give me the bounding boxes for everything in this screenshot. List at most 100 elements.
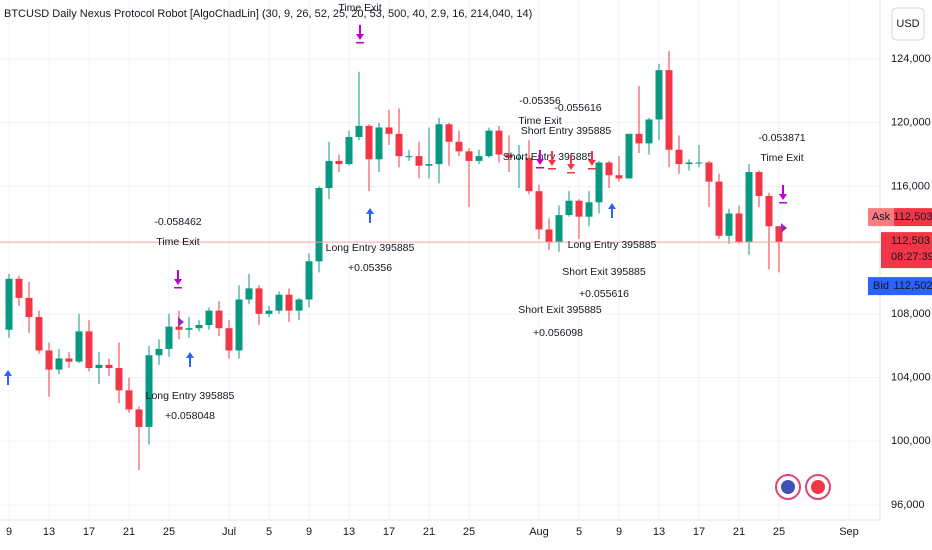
candle-body bbox=[735, 213, 743, 243]
x-tick-label: 17 bbox=[693, 526, 705, 538]
candle-body bbox=[595, 162, 603, 203]
candle-body bbox=[305, 261, 313, 300]
candle-body bbox=[245, 288, 253, 300]
currency-button[interactable] bbox=[891, 7, 925, 41]
candle-body bbox=[705, 162, 713, 182]
candle-body bbox=[375, 127, 383, 160]
candle-body bbox=[175, 326, 183, 330]
annotation: Short Entry 395885 bbox=[521, 125, 612, 137]
annotation: Time Exit bbox=[338, 2, 381, 14]
candle-body bbox=[505, 154, 513, 158]
candle-body bbox=[115, 368, 123, 391]
chart-title: BTCUSD Daily Nexus Protocol Robot [AlgoC… bbox=[4, 8, 532, 20]
candle-body bbox=[75, 331, 83, 362]
icon bbox=[781, 480, 795, 494]
candle-body bbox=[665, 70, 673, 150]
candle-body bbox=[625, 133, 633, 179]
y-tick-label: 100,000 bbox=[891, 435, 931, 447]
candle-body bbox=[725, 213, 733, 236]
candle-body bbox=[745, 172, 753, 243]
ask-price-box bbox=[894, 208, 932, 227]
candle-body bbox=[655, 70, 663, 120]
candle-body bbox=[385, 127, 393, 134]
x-tick-label: 9 bbox=[616, 526, 622, 538]
candle-body bbox=[555, 215, 563, 243]
annotation: Short Entry 395885 bbox=[503, 151, 594, 163]
annotation: Time Exit bbox=[518, 115, 561, 127]
candle-body bbox=[435, 124, 443, 165]
x-tick-label: 21 bbox=[423, 526, 435, 538]
candle-body bbox=[355, 125, 363, 138]
x-tick-label: Aug bbox=[529, 526, 549, 538]
annotation: Time Exit bbox=[760, 152, 803, 164]
candle-body bbox=[485, 130, 493, 157]
candle-body bbox=[525, 157, 533, 192]
x-tick-label: 25 bbox=[773, 526, 785, 538]
x-tick-label: 9 bbox=[306, 526, 312, 538]
bid-name: Bid bbox=[873, 280, 889, 292]
candle-body bbox=[295, 299, 303, 311]
annotation: Time Exit bbox=[156, 236, 199, 248]
candle-body bbox=[425, 164, 433, 166]
exit-arrow bbox=[779, 185, 787, 204]
x-tick-label: 21 bbox=[123, 526, 135, 538]
exit-arrow bbox=[567, 155, 575, 174]
candle-body bbox=[645, 119, 653, 144]
annotation: -0.05356 bbox=[519, 95, 561, 107]
bid-price: 112,502 bbox=[894, 280, 932, 292]
ask-name: Ask bbox=[872, 211, 891, 223]
last-price-box bbox=[881, 232, 932, 269]
candle-body bbox=[105, 364, 113, 369]
annotation: -0.058462 bbox=[154, 216, 201, 228]
bid-box bbox=[868, 277, 894, 296]
x-tick-label: 13 bbox=[43, 526, 55, 538]
candle-body bbox=[405, 156, 413, 158]
candle-body bbox=[125, 390, 133, 410]
candle-body bbox=[465, 151, 473, 161]
candle-body bbox=[265, 310, 273, 314]
x-tick-label: 25 bbox=[463, 526, 475, 538]
candle-body bbox=[545, 229, 553, 243]
candle-body bbox=[695, 162, 703, 164]
y-tick-label: 124,000 bbox=[891, 53, 931, 65]
candle-body bbox=[195, 325, 203, 329]
candle-body bbox=[285, 294, 293, 311]
last-price: 112,503 bbox=[891, 235, 930, 247]
annotation: +0.058048 bbox=[165, 410, 215, 422]
candle-body bbox=[185, 328, 193, 330]
y-tick-label: 120,000 bbox=[891, 117, 931, 129]
grid bbox=[0, 0, 880, 520]
candle-body bbox=[255, 288, 263, 314]
x-tick-label: 9 bbox=[6, 526, 12, 538]
currency-label[interactable]: USD bbox=[896, 18, 919, 30]
indicator-icons bbox=[775, 474, 831, 500]
exit-arrow bbox=[548, 151, 556, 170]
candle-body bbox=[145, 355, 153, 427]
exit-arrow bbox=[588, 151, 596, 170]
candle-body bbox=[325, 160, 333, 188]
x-tick-label: 13 bbox=[653, 526, 665, 538]
candle-body bbox=[135, 409, 143, 427]
x-tick-label: 13 bbox=[343, 526, 355, 538]
candle-body bbox=[515, 157, 523, 159]
ask-box bbox=[868, 208, 894, 227]
candle-body bbox=[235, 299, 243, 351]
annotation: Long Entry 395885 bbox=[326, 242, 415, 254]
candle-body bbox=[25, 297, 33, 318]
candle-body bbox=[215, 310, 223, 329]
entry-arrow bbox=[608, 203, 616, 218]
entry-arrow bbox=[4, 370, 12, 385]
entry-arrow bbox=[186, 352, 194, 367]
exit-arrow bbox=[174, 270, 182, 289]
candle-body bbox=[5, 278, 13, 330]
candle-body bbox=[755, 172, 763, 196]
candle-body bbox=[225, 328, 233, 351]
icon bbox=[811, 480, 825, 494]
y-tick-label: 104,000 bbox=[891, 371, 931, 383]
annotation: +0.056098 bbox=[533, 327, 583, 339]
ask-price: 112,503 bbox=[894, 211, 932, 223]
candle-body bbox=[315, 187, 323, 262]
x-tick-label: 5 bbox=[266, 526, 272, 538]
annotation: -0.053871 bbox=[758, 132, 805, 144]
